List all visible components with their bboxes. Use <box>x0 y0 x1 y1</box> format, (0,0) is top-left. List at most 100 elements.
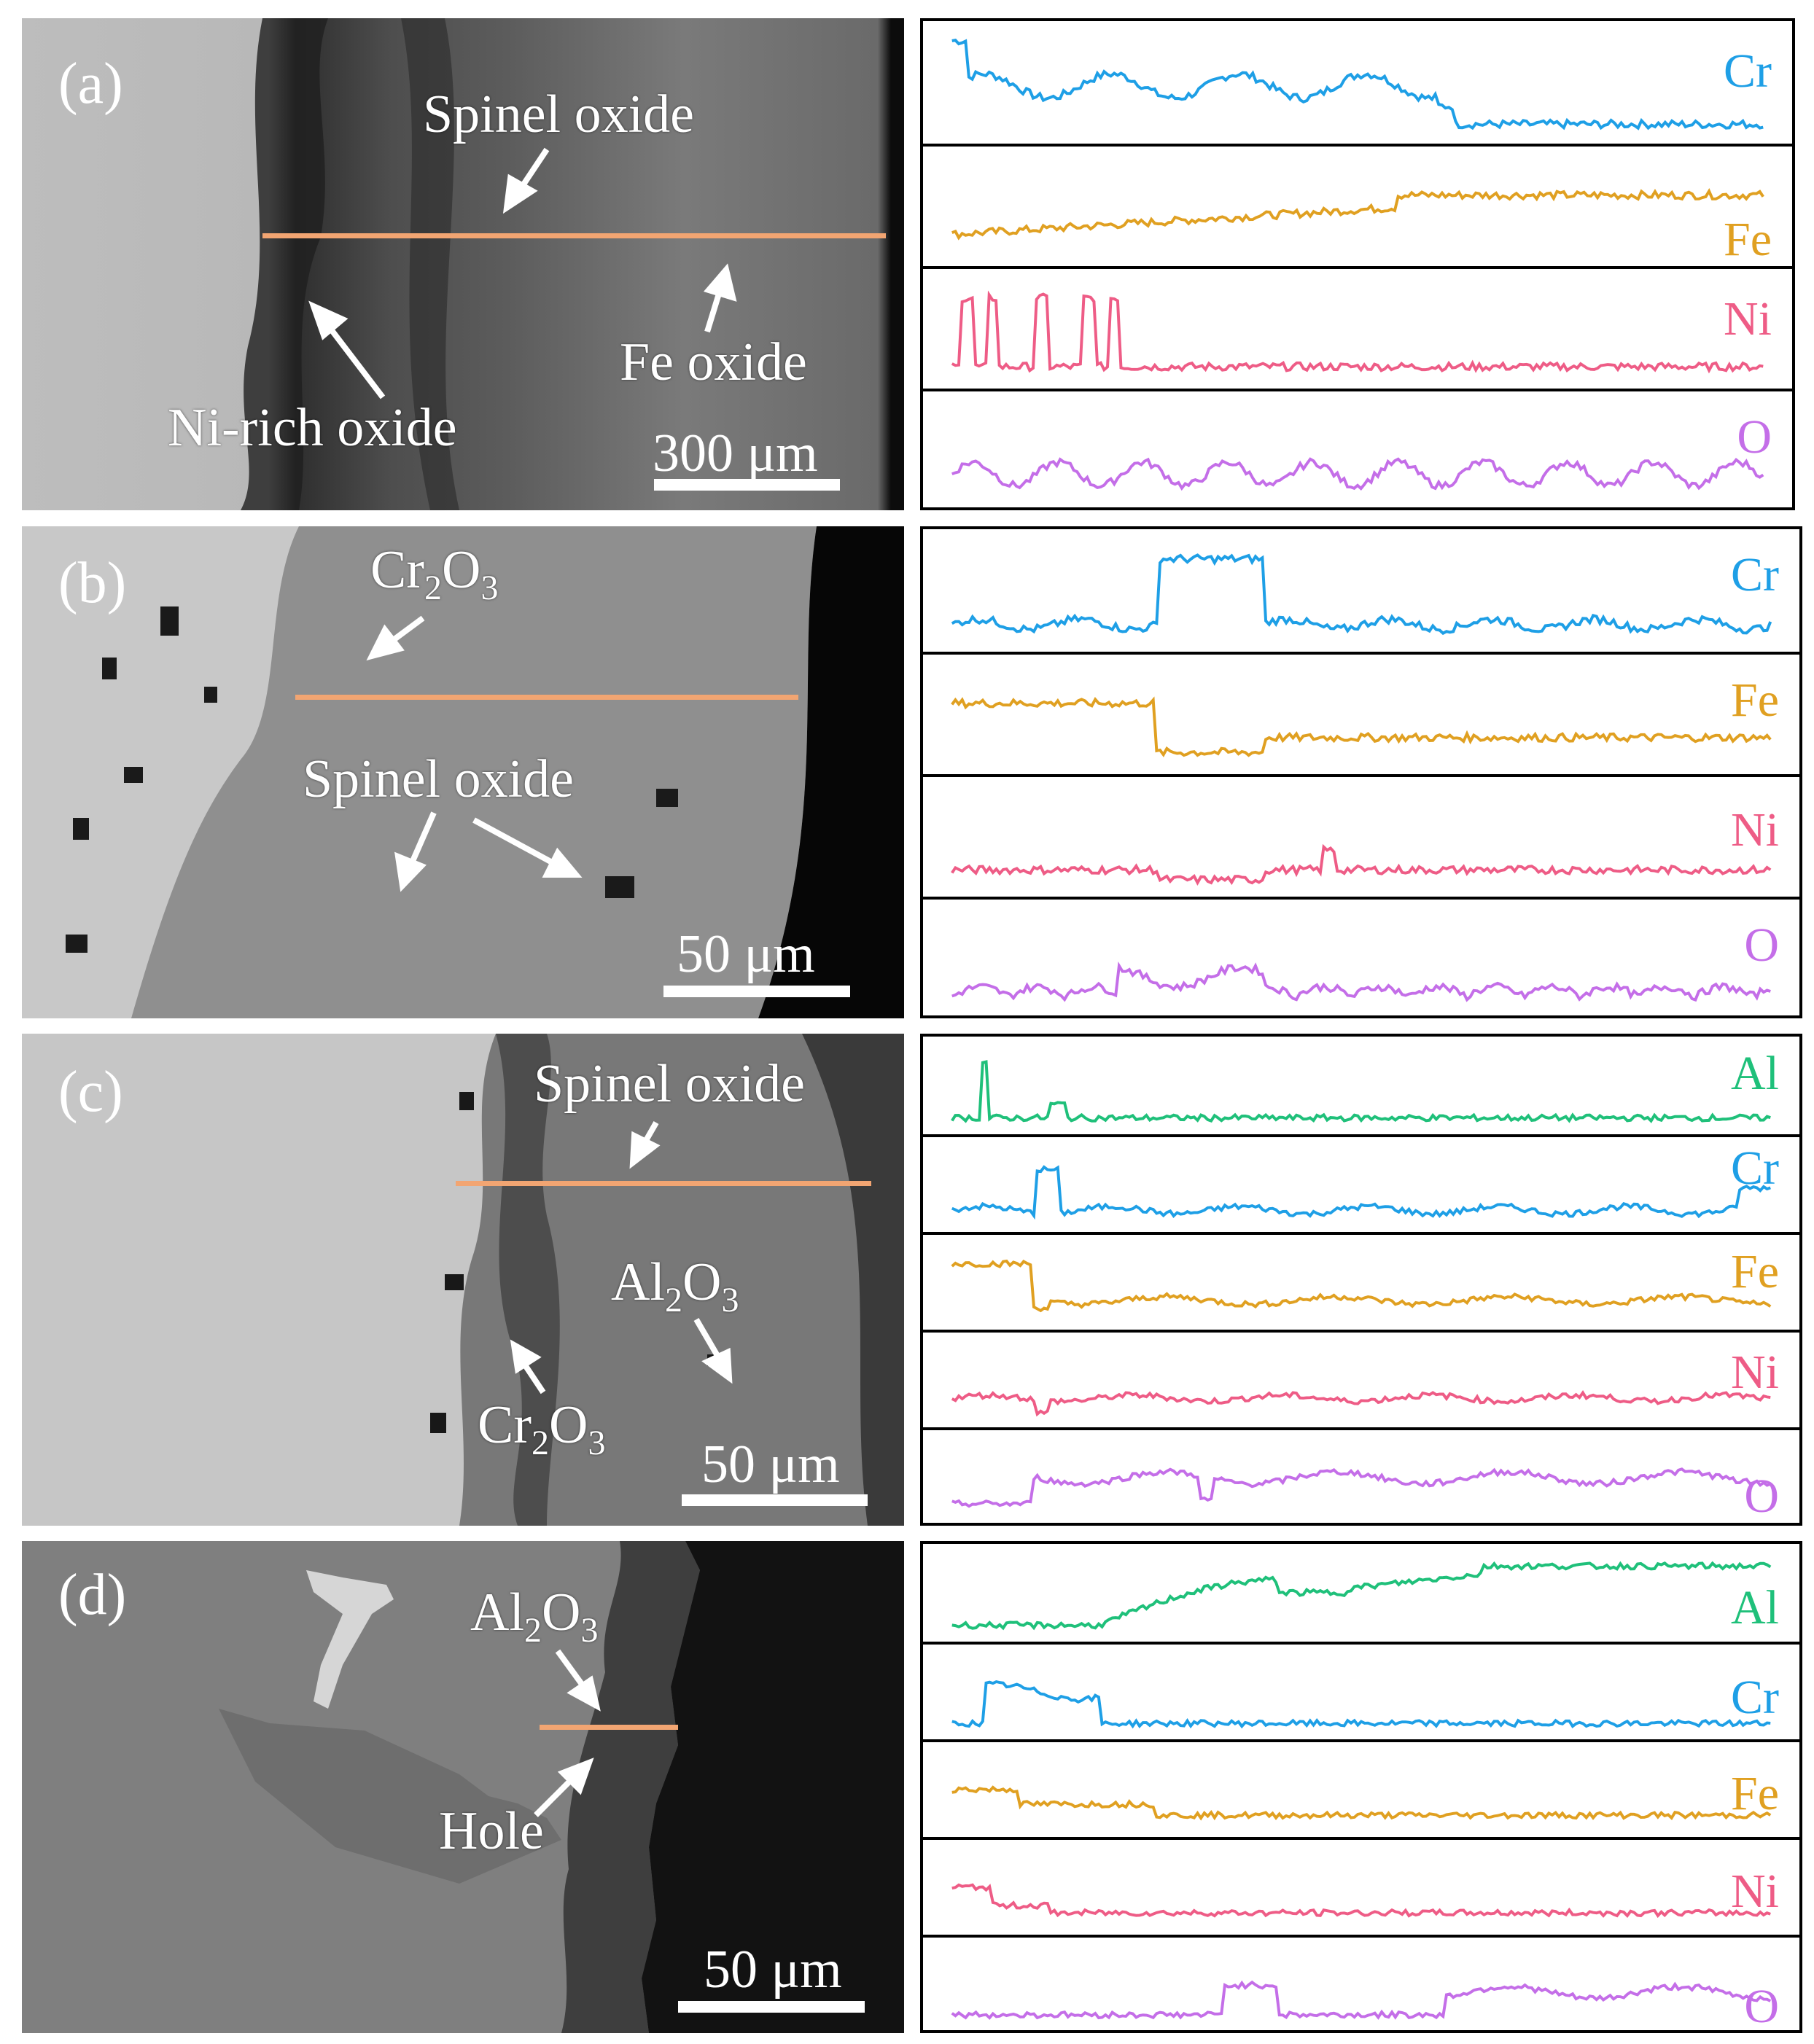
trace-b-cr <box>951 553 1772 636</box>
strip-c-fe: Fe <box>923 1232 1799 1330</box>
trace-c-ni <box>951 1389 1771 1417</box>
strip-d-al: Al <box>923 1544 1799 1642</box>
trace-d-ni <box>951 1883 1771 1919</box>
sem-a-graphic <box>22 18 904 510</box>
strip-c-ni: Ni <box>923 1330 1799 1427</box>
trace-c-al <box>951 1060 1771 1123</box>
scale-text-a: 300 μm <box>653 424 818 483</box>
element-label-a-cr: Cr <box>1724 44 1772 98</box>
sem-image-c <box>22 1034 904 1526</box>
annotation-fe-oxide-a: Fe oxide <box>620 332 807 392</box>
trace-a-ni <box>951 290 1764 374</box>
strip-d-cr: Cr <box>923 1642 1799 1739</box>
formula-o-c1: O <box>682 1252 722 1312</box>
strip-b-ni: Ni <box>923 774 1799 897</box>
sem-image-b <box>22 526 904 1018</box>
eds-profile-a: Cr Fe Ni O <box>920 18 1795 510</box>
element-label-b-o: O <box>1744 918 1779 972</box>
formula-2-c2: 2 <box>532 1423 549 1462</box>
eds-profile-b: Cr Fe Ni O <box>920 526 1802 1018</box>
sem-image-d <box>22 1541 904 2033</box>
formula-3-d: 3 <box>580 1610 599 1650</box>
annotation-cr2o3-b: Cr2O3 <box>370 543 498 606</box>
panel-label-d: (d) <box>58 1563 127 1627</box>
formula-al-c: Al <box>611 1252 665 1312</box>
element-label-a-fe: Fe <box>1724 213 1772 266</box>
annotation-al2o3-c: Al2O3 <box>611 1255 739 1318</box>
formula-o-d: O <box>542 1583 581 1642</box>
scale-bar-d <box>678 2001 865 2013</box>
strip-c-cr: Cr <box>923 1134 1799 1232</box>
formula-o-b: O <box>442 540 481 600</box>
eds-profile-c: Al Cr Fe Ni O <box>920 1034 1802 1526</box>
formula-2-d: 2 <box>524 1610 542 1650</box>
element-label-d-cr: Cr <box>1731 1671 1779 1724</box>
formula-3-c2: 3 <box>588 1423 606 1462</box>
sem-b-graphic <box>22 526 904 1018</box>
sem-image-a <box>22 18 904 510</box>
strip-b-fe: Fe <box>923 652 1799 774</box>
scale-text-b: 50 μm <box>677 924 815 984</box>
line-scan-b <box>295 695 798 700</box>
sem-c-graphic <box>22 1034 904 1526</box>
formula-3-c1: 3 <box>721 1280 739 1319</box>
annotation-hole-d: Hole <box>439 1801 544 1861</box>
trace-c-cr <box>951 1165 1771 1220</box>
scale-text-c: 50 μm <box>701 1435 840 1494</box>
trace-d-o <box>951 1980 1772 2020</box>
annotation-spinel-oxide-b: Spinel oxide <box>303 749 575 809</box>
element-label-c-al: Al <box>1731 1047 1779 1100</box>
annotation-spinel-oxide-c: Spinel oxide <box>534 1054 806 1114</box>
trace-d-al <box>951 1561 1772 1631</box>
trace-c-o <box>951 1467 1771 1508</box>
element-label-d-o: O <box>1744 1980 1779 2033</box>
element-label-c-o: O <box>1744 1470 1779 1523</box>
sem-d-graphic <box>22 1541 904 2033</box>
strip-d-ni: Ni <box>923 1837 1799 1935</box>
scale-bar-b <box>663 986 850 997</box>
panel-label-b: (b) <box>58 551 127 615</box>
element-label-b-fe: Fe <box>1731 674 1779 727</box>
strip-b-cr: Cr <box>923 529 1799 652</box>
strip-a-cr: Cr <box>923 21 1792 144</box>
line-scan-d <box>540 1725 678 1730</box>
element-label-a-o: O <box>1737 410 1772 464</box>
annotation-spinel-oxide-a: Spinel oxide <box>423 85 695 144</box>
element-label-d-ni: Ni <box>1731 1865 1779 1918</box>
element-label-c-fe: Fe <box>1731 1245 1779 1298</box>
annotation-ni-rich-oxide-a: Ni-rich oxide <box>168 398 457 458</box>
scale-text-d: 50 μm <box>704 1940 842 2000</box>
panel-label-c: (c) <box>58 1060 123 1124</box>
element-label-d-fe: Fe <box>1731 1767 1779 1820</box>
trace-a-fe <box>951 188 1764 241</box>
trace-b-fe <box>951 696 1772 757</box>
scale-bar-c <box>682 1494 868 1506</box>
element-label-c-ni: Ni <box>1731 1346 1779 1399</box>
element-label-b-cr: Cr <box>1731 548 1779 601</box>
line-scan-c <box>456 1181 871 1186</box>
strip-d-fe: Fe <box>923 1739 1799 1837</box>
formula-al-d: Al <box>470 1583 524 1642</box>
annotation-cr2o3-c: Cr2O3 <box>478 1398 605 1461</box>
trace-d-cr <box>951 1680 1771 1729</box>
line-scan-a <box>262 233 886 238</box>
element-label-b-ni: Ni <box>1731 803 1779 857</box>
scale-bar-a <box>654 479 840 491</box>
strip-a-ni: Ni <box>923 266 1792 389</box>
formula-2-b: 2 <box>424 568 442 607</box>
formula-o-c2: O <box>549 1395 588 1455</box>
trace-b-o <box>951 961 1771 1002</box>
trace-d-fe <box>951 1785 1772 1821</box>
annotation-al2o3-d: Al2O3 <box>470 1585 598 1648</box>
element-label-d-al: Al <box>1731 1581 1779 1634</box>
strip-c-al: Al <box>923 1037 1799 1134</box>
strip-b-o: O <box>923 897 1799 1018</box>
trace-a-cr <box>951 39 1764 130</box>
element-label-a-ni: Ni <box>1724 292 1772 346</box>
strip-a-fe: Fe <box>923 144 1792 266</box>
strip-c-o: O <box>923 1427 1799 1526</box>
formula-2-c1: 2 <box>665 1280 682 1319</box>
eds-profile-d: Al Cr Fe Ni O <box>920 1541 1802 2033</box>
panel-label-a: (a) <box>58 52 123 116</box>
trace-c-fe <box>951 1259 1772 1313</box>
